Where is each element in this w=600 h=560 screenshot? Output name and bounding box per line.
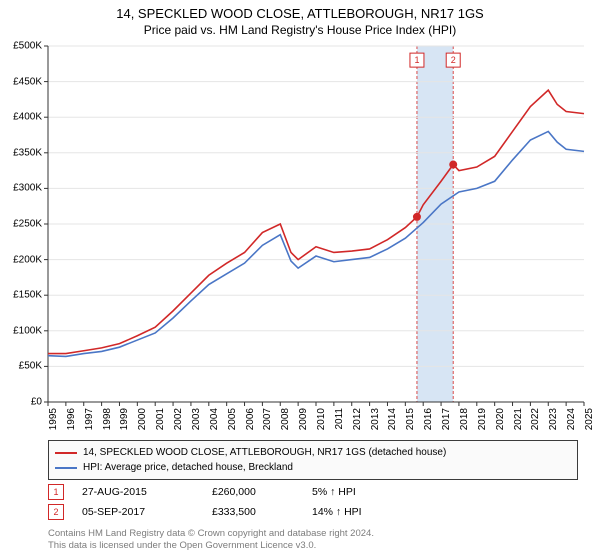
x-tick-label: 2023 bbox=[548, 408, 559, 430]
x-tick-label: 2001 bbox=[155, 408, 166, 430]
title-block: 14, SPECKLED WOOD CLOSE, ATTLEBOROUGH, N… bbox=[0, 0, 600, 37]
y-tick-label: £450K bbox=[13, 76, 42, 87]
x-tick-label: 2002 bbox=[173, 408, 184, 430]
sale-diff-1: 5% ↑ HPI bbox=[312, 486, 432, 498]
x-tick-label: 1999 bbox=[119, 408, 130, 430]
x-tick-label: 2012 bbox=[352, 408, 363, 430]
y-tick-label: £200K bbox=[13, 254, 42, 265]
x-tick-label: 2008 bbox=[280, 408, 291, 430]
svg-text:2: 2 bbox=[451, 55, 456, 65]
chart-title: 14, SPECKLED WOOD CLOSE, ATTLEBOROUGH, N… bbox=[0, 6, 600, 21]
x-axis-labels: 1995 1996 1997 1998 1999 2000 2001 2002 2003 2004… bbox=[48, 404, 584, 444]
x-tick-label: 2009 bbox=[298, 408, 309, 430]
y-tick-label: £150K bbox=[13, 290, 42, 301]
x-tick-label: 2020 bbox=[495, 408, 506, 430]
x-tick-label: 2019 bbox=[477, 408, 488, 430]
footnote: Contains HM Land Registry data © Crown c… bbox=[48, 528, 578, 552]
x-tick-label: 2021 bbox=[513, 408, 524, 430]
svg-text:1: 1 bbox=[414, 55, 419, 65]
sale-price-2: £333,500 bbox=[212, 506, 312, 518]
x-tick-label: 2017 bbox=[441, 408, 452, 430]
legend-item-hpi: HPI: Average price, detached house, Brec… bbox=[55, 460, 571, 475]
sales-table: 1 27-AUG-2015 £260,000 5% ↑ HPI 2 05-SEP… bbox=[48, 482, 578, 522]
x-tick-label: 2000 bbox=[137, 408, 148, 430]
x-tick-label: 2024 bbox=[566, 408, 577, 430]
legend-swatch-hpi bbox=[55, 467, 77, 469]
x-tick-label: 1996 bbox=[66, 408, 77, 430]
sale-row-2: 2 05-SEP-2017 £333,500 14% ↑ HPI bbox=[48, 502, 578, 522]
y-tick-label: £50K bbox=[19, 361, 42, 372]
x-tick-label: 2006 bbox=[245, 408, 256, 430]
sale-date-2: 05-SEP-2017 bbox=[82, 506, 212, 518]
y-tick-label: £0 bbox=[31, 397, 42, 408]
y-tick-label: £300K bbox=[13, 183, 42, 194]
plot-svg: 12 bbox=[48, 46, 584, 402]
x-tick-label: 2015 bbox=[405, 408, 416, 430]
sale-marker-1: 1 bbox=[48, 484, 64, 500]
x-tick-label: 1995 bbox=[48, 408, 59, 430]
chart-container: 14, SPECKLED WOOD CLOSE, ATTLEBOROUGH, N… bbox=[0, 0, 600, 560]
chart-area: 12 bbox=[48, 46, 584, 402]
x-tick-label: 1998 bbox=[102, 408, 113, 430]
sale-row-1: 1 27-AUG-2015 £260,000 5% ↑ HPI bbox=[48, 482, 578, 502]
x-tick-label: 2005 bbox=[227, 408, 238, 430]
legend-label-hpi: HPI: Average price, detached house, Brec… bbox=[83, 462, 293, 473]
y-tick-label: £500K bbox=[13, 41, 42, 52]
x-tick-label: 2011 bbox=[334, 408, 345, 430]
y-tick-label: £350K bbox=[13, 147, 42, 158]
legend-swatch-property bbox=[55, 452, 77, 454]
x-tick-label: 2013 bbox=[370, 408, 381, 430]
sale-diff-2: 14% ↑ HPI bbox=[312, 506, 432, 518]
x-tick-label: 2010 bbox=[316, 408, 327, 430]
x-tick-label: 2022 bbox=[530, 408, 541, 430]
x-tick-label: 2004 bbox=[209, 408, 220, 430]
x-tick-label: 2025 bbox=[584, 408, 595, 430]
sale-date-1: 27-AUG-2015 bbox=[82, 486, 212, 498]
y-tick-label: £100K bbox=[13, 325, 42, 336]
y-tick-label: £400K bbox=[13, 112, 42, 123]
x-tick-label: 1997 bbox=[84, 408, 95, 430]
x-tick-label: 2018 bbox=[459, 408, 470, 430]
x-tick-label: 2003 bbox=[191, 408, 202, 430]
y-axis-labels: £0£50K£100K£150K£200K£250K£300K£350K£400… bbox=[0, 46, 46, 402]
chart-subtitle: Price paid vs. HM Land Registry's House … bbox=[0, 23, 600, 37]
legend-label-property: 14, SPECKLED WOOD CLOSE, ATTLEBOROUGH, N… bbox=[83, 447, 446, 458]
legend-box: 14, SPECKLED WOOD CLOSE, ATTLEBOROUGH, N… bbox=[48, 440, 578, 480]
sale-marker-2: 2 bbox=[48, 504, 64, 520]
footnote-line1: Contains HM Land Registry data © Crown c… bbox=[48, 528, 578, 540]
x-tick-label: 2007 bbox=[262, 408, 273, 430]
footnote-line2: This data is licensed under the Open Gov… bbox=[48, 540, 578, 552]
x-tick-label: 2014 bbox=[387, 408, 398, 430]
legend-item-property: 14, SPECKLED WOOD CLOSE, ATTLEBOROUGH, N… bbox=[55, 445, 571, 460]
sale-price-1: £260,000 bbox=[212, 486, 312, 498]
x-tick-label: 2016 bbox=[423, 408, 434, 430]
y-tick-label: £250K bbox=[13, 219, 42, 230]
